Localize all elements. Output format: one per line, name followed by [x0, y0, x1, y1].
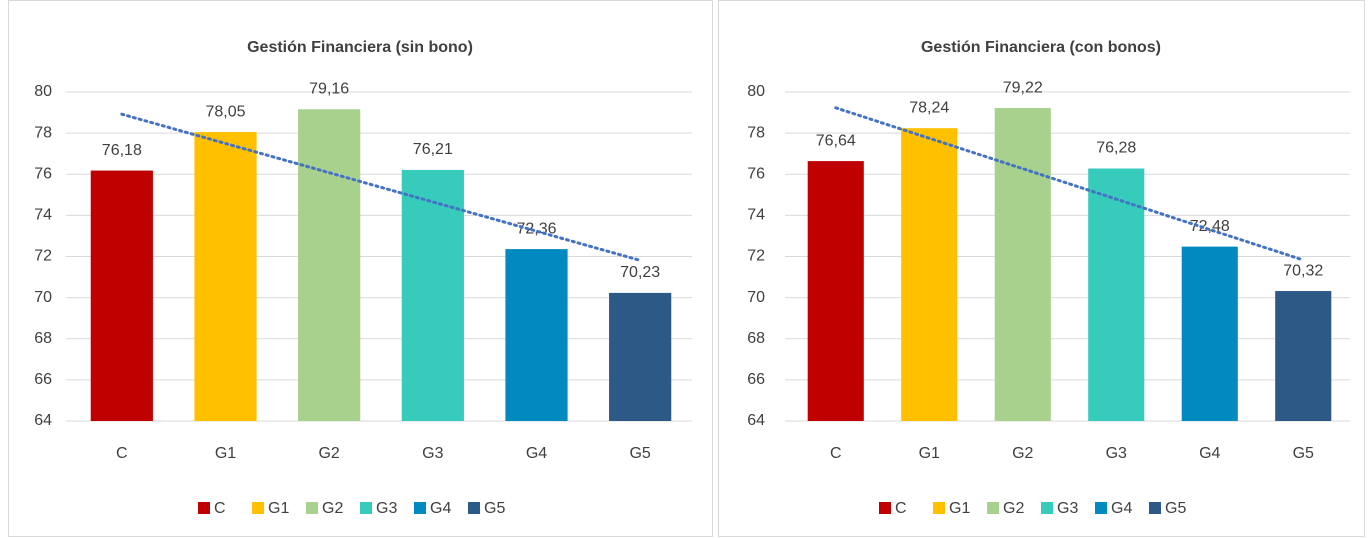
y-tick-label: 78: [747, 124, 765, 141]
x-tick-label: G2: [318, 445, 339, 462]
data-label: 70,23: [620, 264, 660, 281]
legend-label: G3: [1057, 500, 1078, 517]
legend-label: C: [895, 500, 907, 517]
y-tick-label: 74: [34, 207, 52, 224]
x-tick-label: G2: [1012, 445, 1033, 462]
data-label: 79,22: [1003, 79, 1043, 96]
legend-label: G2: [322, 500, 343, 517]
bar: [1275, 291, 1332, 421]
y-tick-label: 70: [747, 289, 765, 306]
y-tick-label: 78: [34, 124, 52, 141]
y-tick-label: 68: [747, 330, 765, 347]
legend-label: G4: [1111, 500, 1132, 517]
trendline: [120, 112, 642, 262]
legend-swatch: [1041, 502, 1053, 514]
legend-swatch: [879, 502, 891, 514]
bar: [807, 161, 864, 421]
chart-title: Gestión Financiera (sin bono): [247, 39, 473, 56]
x-tick-label: C: [116, 445, 128, 462]
y-tick-label: 80: [34, 83, 52, 100]
bar: [609, 292, 672, 421]
bar: [505, 249, 568, 421]
legend-label: G2: [1003, 500, 1024, 517]
bar: [1088, 168, 1145, 421]
legend-label: G3: [376, 500, 397, 517]
bar: [90, 170, 153, 421]
legend-swatch: [1149, 502, 1161, 514]
bar: [298, 109, 361, 422]
x-tick-label: G1: [215, 445, 236, 462]
y-tick-label: 72: [747, 248, 765, 265]
data-label: 76,64: [816, 132, 856, 149]
legend-label: G5: [484, 500, 505, 517]
legend-label: G4: [430, 500, 451, 517]
data-label: 78,24: [909, 99, 949, 116]
legend-swatch: [198, 502, 210, 514]
y-tick-label: 66: [747, 371, 765, 388]
legend-swatch: [1095, 502, 1107, 514]
x-tick-label: G4: [1199, 445, 1220, 462]
legend-swatch: [987, 502, 999, 514]
legend-swatch: [933, 502, 945, 514]
y-tick-label: 72: [34, 248, 52, 265]
x-tick-label: G4: [526, 445, 547, 462]
x-tick-label: C: [830, 445, 842, 462]
data-label: 70,32: [1283, 262, 1323, 279]
data-label: 79,16: [309, 80, 349, 97]
x-tick-label: G1: [919, 445, 940, 462]
x-tick-label: G3: [1106, 445, 1127, 462]
data-label: 76,28: [1096, 140, 1136, 157]
bar: [994, 108, 1051, 421]
bar: [401, 169, 464, 421]
y-tick-label: 80: [747, 83, 765, 100]
legend-swatch: [252, 502, 264, 514]
data-label: 78,05: [205, 103, 245, 120]
legend-label: G5: [1165, 500, 1186, 517]
y-tick-label: 68: [34, 330, 52, 347]
data-label: 76,18: [102, 142, 142, 159]
bar: [194, 132, 257, 422]
x-tick-label: G5: [1293, 445, 1314, 462]
y-tick-label: 66: [34, 371, 52, 388]
y-tick-label: 64: [747, 412, 765, 429]
y-tick-label: 70: [34, 289, 52, 306]
chart-title: Gestión Financiera (con bonos): [921, 39, 1161, 56]
y-tick-label: 74: [747, 207, 765, 224]
legend-label: C: [214, 500, 226, 517]
legend-label: G1: [949, 500, 970, 517]
x-tick-label: G5: [629, 445, 650, 462]
y-tick-label: 76: [747, 165, 765, 182]
data-label: 76,21: [413, 141, 453, 158]
y-tick-label: 64: [34, 412, 52, 429]
legend-swatch: [360, 502, 372, 514]
trendline: [834, 106, 1305, 262]
x-tick-label: G3: [422, 445, 443, 462]
legend-swatch: [306, 502, 318, 514]
legend-swatch: [468, 502, 480, 514]
legend-swatch: [414, 502, 426, 514]
bar: [901, 128, 958, 421]
data-label: 72,48: [1190, 218, 1230, 235]
y-tick-label: 76: [34, 165, 52, 182]
legend-label: G1: [268, 500, 289, 517]
bar: [1181, 246, 1238, 421]
